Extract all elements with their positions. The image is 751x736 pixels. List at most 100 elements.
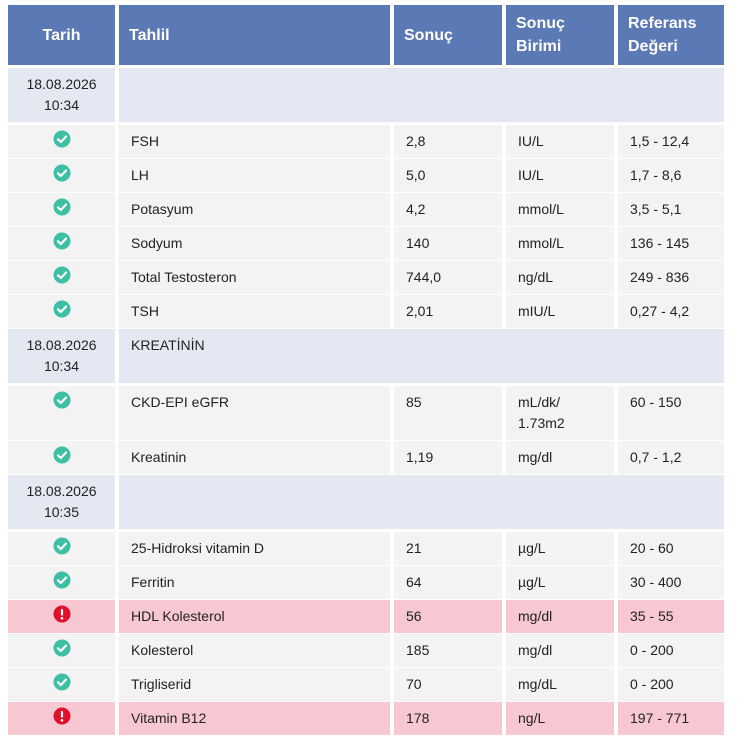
reference-cell: 60 - 150 — [618, 386, 724, 440]
unit-cell: IU/L — [506, 159, 614, 192]
header-reference: Referans Değeri — [618, 5, 724, 65]
group-time: 10:34 — [43, 97, 80, 113]
reference-cell: 136 - 145 — [618, 227, 724, 260]
unit-cell: µg/L — [506, 532, 614, 565]
unit-value: IU/L — [518, 167, 544, 183]
table-row: TSH 2,01 mIU/L 0,27 - 4,2 — [8, 295, 724, 328]
header-unit: Sonuç Birimi — [506, 5, 614, 65]
status-cell — [8, 386, 115, 440]
check-circle-icon — [53, 537, 71, 555]
status-cell — [8, 441, 115, 474]
check-circle-icon — [53, 198, 71, 216]
test-name: HDL Kolesterol — [131, 608, 225, 624]
test-name: Ferritin — [131, 574, 175, 590]
test-name: Vitamin B12 — [131, 710, 207, 726]
unit-value: mg/dl — [518, 449, 553, 465]
unit-value: mg/dL — [518, 676, 557, 692]
table-header: Tarih Tahlil Sonuç Sonuç Birimi Referans D… — [8, 5, 724, 65]
test-name-cell: Sodyum — [119, 227, 390, 260]
unit-cell: mg/dl — [506, 600, 614, 633]
table-row: 25-Hidroksi vitamin D 21 µg/L 20 - 60 — [8, 532, 724, 565]
test-name-cell: CKD-EPI eGFR — [119, 386, 390, 440]
group-name-cell: KREATİNİN — [119, 329, 724, 383]
reference-range: 35 - 55 — [630, 608, 674, 624]
unit-value: mg/dl — [518, 642, 553, 658]
check-circle-icon — [53, 391, 71, 409]
header-test: Tahlil — [119, 5, 390, 65]
status-cell — [8, 159, 115, 192]
table-row: LH 5,0 IU/L 1,7 - 8,6 — [8, 159, 724, 192]
header-result: Sonuç — [394, 5, 502, 65]
alert-circle-icon — [53, 605, 71, 623]
table-row: HDL Kolesterol 56 mg/dl 35 - 55 — [8, 600, 724, 633]
test-name-cell: Potasyum — [119, 193, 390, 226]
reference-cell: 3,5 - 5,1 — [618, 193, 724, 226]
unit-value: mmol/L — [518, 201, 564, 217]
group-time: 10:35 — [43, 504, 80, 520]
reference-range: 60 - 150 — [630, 394, 682, 410]
check-circle-icon — [53, 571, 71, 589]
group-time: 10:34 — [43, 358, 80, 374]
result-value: 70 — [406, 676, 422, 692]
result-value: 1,19 — [406, 449, 434, 465]
test-name-cell: FSH — [119, 125, 390, 158]
test-name-cell: Trigliserid — [119, 668, 390, 701]
reference-range: 0,27 - 4,2 — [630, 303, 690, 319]
result-cell: 4,2 — [394, 193, 502, 226]
test-name-cell: LH — [119, 159, 390, 192]
reference-cell: 0 - 200 — [618, 668, 724, 701]
group-name: KREATİNİN — [131, 337, 205, 353]
test-name-cell: Kreatinin — [119, 441, 390, 474]
unit-cell: IU/L — [506, 125, 614, 158]
unit-cell: mg/dl — [506, 634, 614, 667]
table-row: FSH 2,8 IU/L 1,5 - 12,4 — [8, 125, 724, 158]
unit-cell: ng/dL — [506, 261, 614, 294]
reference-range: 0 - 200 — [630, 642, 674, 658]
test-name: Kreatinin — [131, 449, 187, 465]
result-cell: 21 — [394, 532, 502, 565]
status-cell — [8, 125, 115, 158]
reference-cell: 20 - 60 — [618, 532, 724, 565]
result-cell: 178 — [394, 702, 502, 735]
reference-cell: 30 - 400 — [618, 566, 724, 599]
reference-cell: 0,7 - 1,2 — [618, 441, 724, 474]
group-date: 18.08.2026 — [26, 337, 97, 353]
test-name-cell: Kolesterol — [119, 634, 390, 667]
reference-range: 0 - 200 — [630, 676, 674, 692]
reference-cell: 249 - 836 — [618, 261, 724, 294]
group-datetime: 18.08.2026 10:34 — [8, 68, 115, 122]
group-header-row: 18.08.2026 10:34 — [8, 68, 724, 122]
test-name-cell: TSH — [119, 295, 390, 328]
result-value: 4,2 — [406, 201, 426, 217]
group-datetime: 18.08.2026 10:34 — [8, 329, 115, 383]
result-value: 5,0 — [406, 167, 426, 183]
table-row: Trigliserid 70 mg/dL 0 - 200 — [8, 668, 724, 701]
reference-range: 0,7 - 1,2 — [630, 449, 682, 465]
test-name-cell: HDL Kolesterol — [119, 600, 390, 633]
table-row: Vitamin B12 178 ng/L 197 - 771 — [8, 702, 724, 735]
unit-cell: mIU/L — [506, 295, 614, 328]
unit-value: IU/L — [518, 133, 544, 149]
test-name: Trigliserid — [131, 676, 192, 692]
unit-value: 1.73m2 — [518, 415, 565, 431]
unit-cell: mmol/L — [506, 193, 614, 226]
unit-cell: µg/L — [506, 566, 614, 599]
test-name-cell: Ferritin — [119, 566, 390, 599]
result-cell: 185 — [394, 634, 502, 667]
reference-range: 1,7 - 8,6 — [630, 167, 682, 183]
check-circle-icon — [53, 232, 71, 250]
reference-range: 249 - 836 — [630, 269, 690, 285]
reference-cell: 197 - 771 — [618, 702, 724, 735]
result-cell: 85 — [394, 386, 502, 440]
status-cell — [8, 634, 115, 667]
reference-cell: 0,27 - 4,2 — [618, 295, 724, 328]
alert-circle-icon — [53, 707, 71, 725]
result-cell: 744,0 — [394, 261, 502, 294]
test-name: CKD-EPI eGFR — [131, 394, 230, 410]
group-date: 18.08.2026 — [26, 483, 97, 499]
result-value: 64 — [406, 574, 422, 590]
unit-cell: mg/dl — [506, 441, 614, 474]
reference-cell: 1,7 - 8,6 — [618, 159, 724, 192]
group-datetime: 18.08.2026 10:35 — [8, 475, 115, 529]
unit-value: ng/L — [518, 710, 546, 726]
